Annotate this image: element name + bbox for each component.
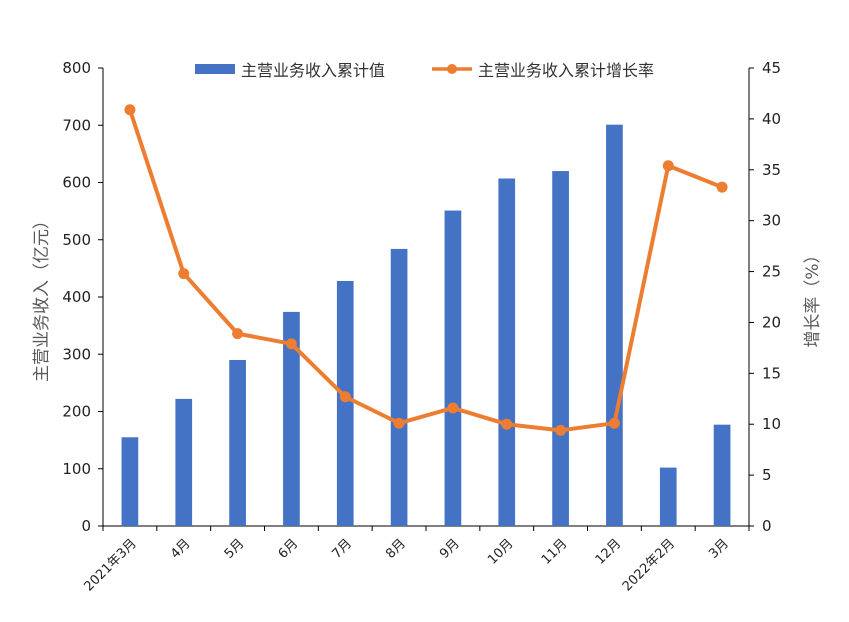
y-right-tick-label: 40	[762, 110, 781, 128]
x-tick-label: 6月	[276, 536, 302, 562]
y-axis-right-title: 增长率（%）	[803, 246, 823, 347]
bar	[283, 311, 300, 526]
y-left-tick-label: 300	[62, 345, 91, 363]
y-right-tick-label: 30	[762, 212, 781, 230]
bar	[390, 248, 408, 526]
legend: 主营业务收入累计值 主营业务收入累计增长率	[195, 61, 654, 80]
line-point	[555, 424, 567, 436]
line-point	[124, 104, 136, 116]
legend-line-marker	[447, 64, 457, 74]
x-tick-label: 5月	[222, 536, 248, 562]
bar	[444, 210, 462, 527]
line-point	[232, 328, 244, 340]
y-right-tick-label: 10	[762, 415, 781, 433]
y-left-tick-label: 800	[62, 59, 91, 77]
x-tick-label: 7月	[329, 536, 355, 562]
line-series	[124, 104, 728, 436]
y-right-tick-label: 0	[762, 517, 772, 535]
bar	[552, 171, 569, 527]
bar	[498, 178, 516, 526]
y-right-tick-label: 35	[762, 161, 781, 179]
y-left-tick-label: 0	[81, 517, 91, 535]
bar-series	[121, 124, 731, 527]
line-point	[608, 417, 620, 429]
line-point	[501, 418, 513, 430]
bar	[121, 437, 139, 526]
y-left-tick-label: 700	[62, 116, 91, 134]
growth-line	[127, 107, 725, 433]
legend-bar-swatch	[195, 64, 235, 74]
bar	[713, 424, 731, 526]
line-point	[285, 338, 297, 350]
bar	[659, 467, 677, 526]
y-right-tick-label: 5	[762, 466, 772, 484]
bar	[229, 359, 246, 526]
line-point	[178, 268, 190, 280]
y-left-tick-label: 100	[62, 460, 91, 478]
y-left-tick-label: 200	[62, 403, 91, 421]
y-right-tick-label: 45	[762, 59, 781, 77]
x-tick-label: 10月	[485, 536, 516, 567]
x-tick-label: 2021年3月	[82, 536, 140, 594]
y-right-tick-label: 25	[762, 263, 781, 281]
line-point	[393, 417, 405, 429]
line-point	[339, 391, 351, 403]
line-point	[716, 181, 728, 193]
bar	[175, 398, 193, 526]
x-tick-label: 4月	[168, 536, 194, 562]
line-point	[662, 160, 674, 172]
bar	[606, 124, 623, 527]
line-point	[447, 402, 459, 414]
y-left-tick-label: 500	[62, 231, 91, 249]
x-tick-label: 12月	[593, 536, 624, 567]
y-right-tick-label: 20	[762, 313, 781, 331]
y-right-tick-label: 15	[762, 364, 781, 382]
x-tick-label: 11月	[539, 536, 570, 567]
legend-bar-label: 主营业务收入累计值	[241, 61, 385, 80]
y-axis-left-title: 主营业务收入（亿元）	[32, 212, 52, 382]
x-tick-label: 9月	[437, 536, 463, 562]
y-left-tick-label: 600	[62, 174, 91, 192]
x-tick-label: 3月	[706, 536, 732, 562]
x-tick-label: 2022年2月	[620, 536, 678, 594]
legend-line-label: 主营业务收入累计增长率	[478, 61, 654, 80]
bar	[336, 280, 354, 526]
y-left-tick-label: 400	[62, 288, 91, 306]
x-tick-label: 8月	[383, 536, 409, 562]
